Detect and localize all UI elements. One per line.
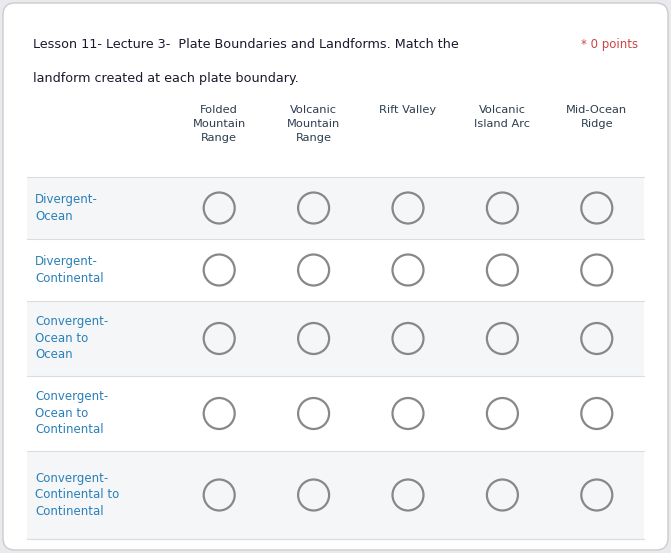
Text: Volcanic
Mountain
Range: Volcanic Mountain Range [287,105,340,143]
Text: Folded
Mountain
Range: Folded Mountain Range [193,105,246,143]
Bar [27,376,644,451]
Text: landform created at each plate boundary.: landform created at each plate boundary. [33,72,299,85]
Text: Mid-Ocean
Ridge: Mid-Ocean Ridge [566,105,627,129]
Text: Lesson 11- Lecture 3-  Plate Boundaries and Landforms. Match the: Lesson 11- Lecture 3- Plate Boundaries a… [33,38,459,51]
Text: * 0 points: * 0 points [581,38,638,51]
FancyBboxPatch shape [3,3,668,550]
Text: Divergent-
Continental: Divergent- Continental [35,255,103,285]
Text: Rift Valley: Rift Valley [379,105,437,115]
Bar [27,177,644,239]
Bar [27,301,644,376]
Text: Convergent-
Ocean to
Ocean: Convergent- Ocean to Ocean [35,316,108,362]
Text: Convergent-
Ocean to
Continental: Convergent- Ocean to Continental [35,390,108,436]
Text: Divergent-
Ocean: Divergent- Ocean [35,193,98,223]
Bar [27,451,644,539]
Bar [27,239,644,301]
Text: Convergent-
Continental to
Continental: Convergent- Continental to Continental [35,472,119,518]
Text: Volcanic
Island Arc: Volcanic Island Arc [474,105,530,129]
